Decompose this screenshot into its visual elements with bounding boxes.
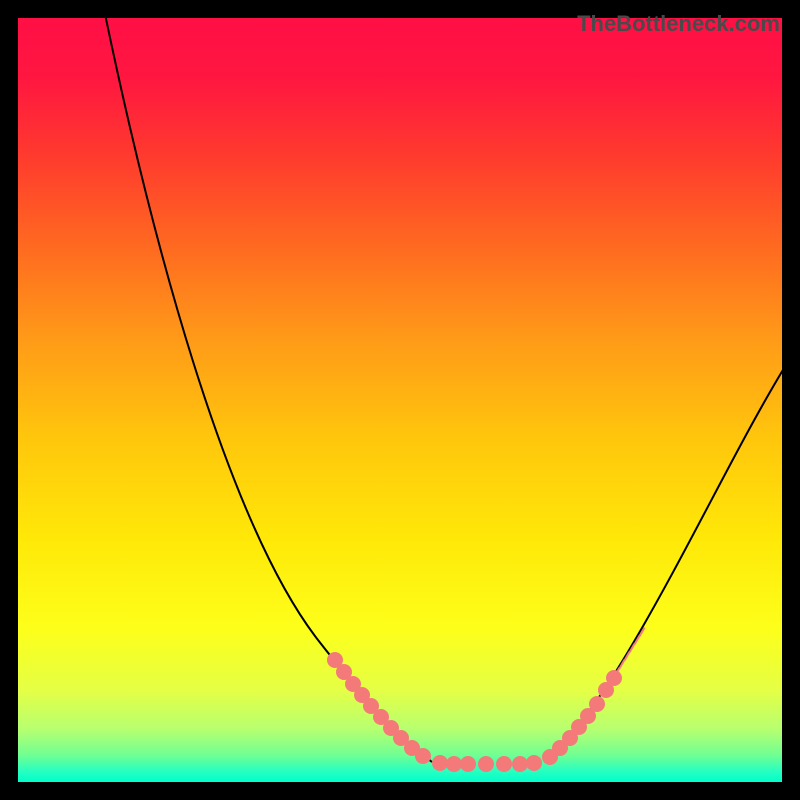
marker-dot (415, 748, 431, 764)
marker-dot (478, 756, 494, 772)
watermark-text: TheBottleneck.com (577, 11, 780, 36)
marker-dot (432, 755, 448, 771)
marker-dot (589, 696, 605, 712)
marker-dot (496, 756, 512, 772)
plot-area (18, 18, 782, 782)
marker-dot (606, 670, 622, 686)
marker-dot (460, 756, 476, 772)
marker-dot (512, 756, 528, 772)
marker-dot (446, 756, 462, 772)
marker-dot (526, 755, 542, 771)
bottleneck-chart: TheBottleneck.com (0, 0, 800, 800)
